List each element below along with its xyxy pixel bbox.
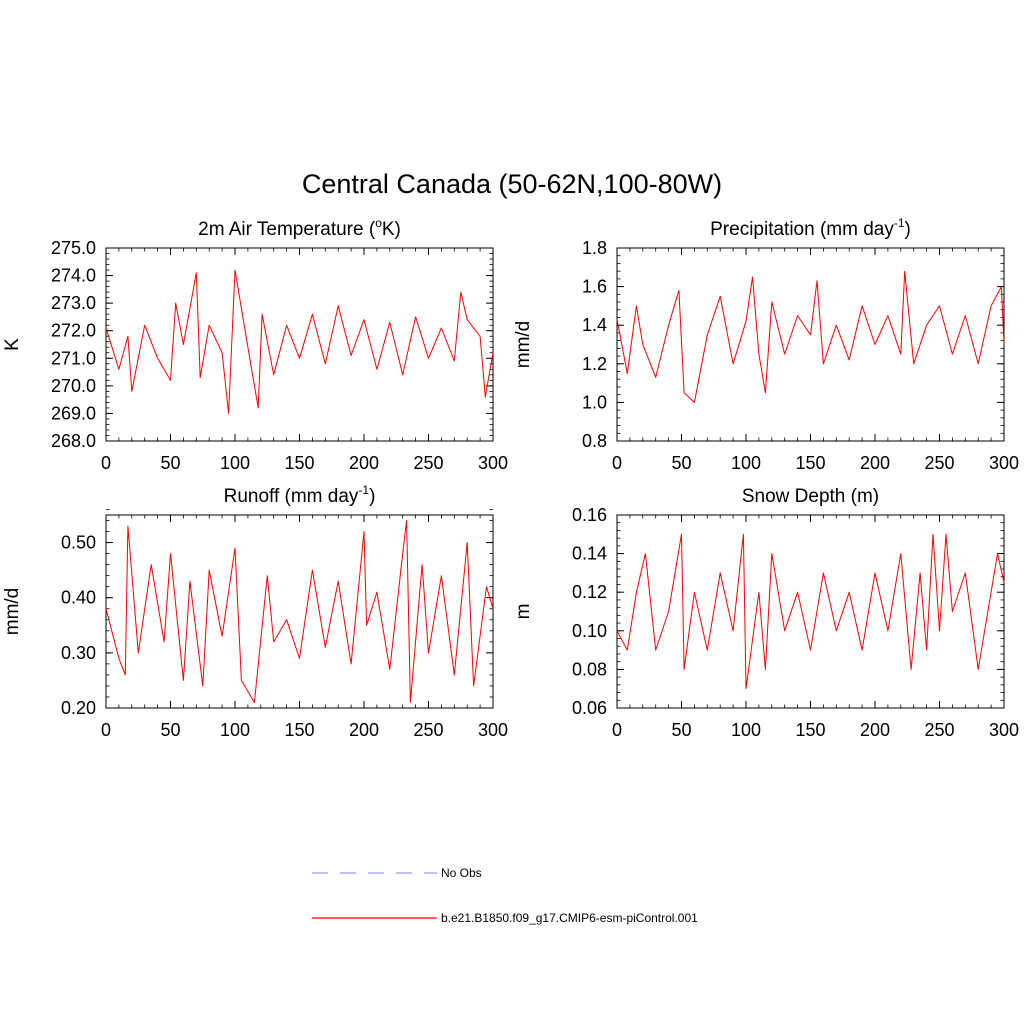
panel-title-text: Runoff (mm day — [224, 486, 359, 507]
x-tick-label: 50 — [160, 720, 180, 740]
y-tick-label: 0.10 — [572, 621, 607, 641]
panel-title-superscript: -1 — [358, 483, 369, 497]
y-axis-label: mm/d — [513, 321, 534, 369]
panel-title-superscript: -1 — [894, 216, 905, 230]
y-tick-label: 271.0 — [51, 348, 96, 368]
x-tick-label: 50 — [671, 453, 691, 473]
series-line-air-temperature — [105, 269, 494, 414]
panel-title-text-end: K) — [382, 219, 401, 240]
y-tick-label: 0.16 — [572, 505, 607, 525]
panel-air-temperature: 0 50 100 150 200 250 300 268.0 269.0 270.0 271.0 27… — [2, 216, 508, 473]
plot-frame — [105, 247, 494, 442]
x-tick-label: 200 — [349, 453, 379, 473]
x-tick-label: 100 — [220, 720, 250, 740]
series-line-runoff — [105, 520, 494, 703]
y-tick-label: 1.0 — [582, 392, 607, 412]
legend-label-no-obs: No Obs — [441, 866, 482, 880]
x-tick-label: 150 — [284, 453, 314, 473]
plot-frame — [616, 514, 1005, 709]
figure-title: Central Canada (50-62N,100-80W) — [302, 169, 722, 199]
panel-title-precipitation: Precipitation (mm day-1) — [710, 216, 911, 240]
y-tick-label: 1.2 — [582, 354, 607, 374]
y-tick-label: 0.06 — [572, 698, 607, 718]
x-tick-label: 300 — [478, 453, 508, 473]
panel-snow-depth: 0 50 100 150 200 250 300 0.06 0.08 0.10 0.12 0.14 0.… — [513, 486, 1019, 740]
series-line-precipitation — [616, 270, 1005, 403]
x-tick-label: 250 — [413, 720, 443, 740]
y-tick-label: 273.0 — [51, 293, 96, 313]
y-tick-label: 1.6 — [582, 277, 607, 297]
panel-title-text-end: ) — [369, 486, 375, 507]
y-tick-label: 0.14 — [572, 544, 607, 564]
series-line-snow-depth — [616, 533, 1005, 690]
y-tick-label: 275.0 — [51, 238, 96, 258]
y-tick-label: 272.0 — [51, 321, 96, 341]
panel-title-snow-depth: Snow Depth (m) — [742, 486, 879, 507]
legend-label-model: b.e21.B1850.f09_g17.CMIP6-esm-piControl.… — [441, 911, 698, 925]
x-tick-label: 100 — [220, 453, 250, 473]
panel-title-text: Snow Depth (m) — [742, 486, 879, 507]
legend: No Obs b.e21.B1850.f09_g17.CMIP6-esm-piC… — [312, 866, 698, 925]
y-tick-label: 1.4 — [582, 315, 607, 335]
x-tick-label: 200 — [860, 720, 890, 740]
x-tick-label: 150 — [795, 453, 825, 473]
y-tick-label: 1.8 — [582, 238, 607, 258]
y-tick-label: 0.40 — [61, 588, 96, 608]
y-axis-label: m — [513, 604, 534, 620]
y-tick-label: 0.20 — [61, 698, 96, 718]
panel-precipitation: 0 50 100 150 200 250 300 0.8 1.0 1.2 1.4 1.6 1.8 Prec… — [513, 216, 1019, 473]
y-tick-label: 0.30 — [61, 643, 96, 663]
panel-runoff: 0 50 100 150 200 250 300 0.20 0.30 0.40 0.50 Runoff… — [2, 483, 508, 740]
x-tick-label: 200 — [860, 453, 890, 473]
x-tick-label: 0 — [612, 453, 622, 473]
x-tick-label: 150 — [795, 720, 825, 740]
x-tick-label: 100 — [731, 720, 761, 740]
y-tick-label: 268.0 — [51, 431, 96, 451]
x-tick-label: 300 — [989, 720, 1019, 740]
x-tick-label: 50 — [160, 453, 180, 473]
x-tick-label: 100 — [731, 453, 761, 473]
y-tick-label: 0.12 — [572, 582, 607, 602]
x-tick-label: 250 — [413, 453, 443, 473]
y-axis-label: K — [2, 338, 23, 351]
y-tick-label: 270.0 — [51, 376, 96, 396]
y-tick-label: 0.08 — [572, 659, 607, 679]
y-axis-label: mm/d — [2, 588, 23, 636]
x-tick-label: 250 — [924, 720, 954, 740]
x-tick-label: 250 — [924, 453, 954, 473]
x-tick-label: 50 — [671, 720, 691, 740]
panel-title-text: Precipitation (mm day — [710, 219, 894, 240]
panel-title-runoff: Runoff (mm day-1) — [224, 483, 376, 507]
x-tick-label: 0 — [101, 453, 111, 473]
panel-title-superscript: o — [375, 216, 382, 230]
x-tick-label: 300 — [989, 453, 1019, 473]
y-tick-label: 0.50 — [61, 533, 96, 553]
y-tick-label: 274.0 — [51, 266, 96, 286]
x-tick-label: 0 — [612, 720, 622, 740]
panel-title-text: 2m Air Temperature ( — [198, 219, 376, 240]
x-tick-label: 0 — [101, 720, 111, 740]
x-tick-label: 300 — [478, 720, 508, 740]
y-tick-label: 0.8 — [582, 431, 607, 451]
x-tick-label: 200 — [349, 720, 379, 740]
y-tick-label: 269.0 — [51, 403, 96, 423]
x-tick-label: 150 — [284, 720, 314, 740]
panel-title-air-temperature: 2m Air Temperature (oK) — [198, 216, 401, 240]
panel-title-text-end: ) — [905, 219, 911, 240]
plot-frame — [616, 247, 1005, 442]
